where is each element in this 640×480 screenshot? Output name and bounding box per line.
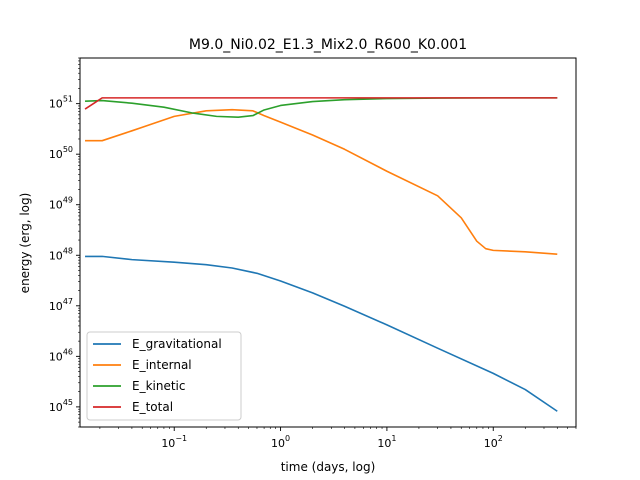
y-tick-label-base: 10 xyxy=(49,249,63,262)
y-tick-label: 1045 xyxy=(49,398,73,414)
series-line-e-internal xyxy=(85,108,558,255)
legend: E_gravitational E_internal E_kinetic E_tota… xyxy=(86,331,242,421)
y-axis-label: energy (erg, log) xyxy=(18,193,32,294)
y-tick-label-base: 10 xyxy=(49,148,63,161)
y-tick-label-base: 10 xyxy=(49,98,63,111)
y-tick-label-exp: 49 xyxy=(63,196,73,205)
x-tick-label-base: 10 xyxy=(271,437,285,450)
x-tick-label-exp: 1 xyxy=(391,434,396,443)
x-tick-label-base: 10 xyxy=(377,437,391,450)
y-tick-label-exp: 51 xyxy=(63,95,73,104)
y-tick-label-exp: 45 xyxy=(63,398,73,407)
y-tick-label-exp: 47 xyxy=(63,297,73,306)
x-tick-label-exp: 0 xyxy=(285,434,290,443)
series-line-e-total xyxy=(84,97,558,110)
chart-title: M9.0_Ni0.02_E1.3_Mix2.0_R600_K0.001 xyxy=(189,37,467,53)
x-tick-label: 100 xyxy=(271,434,290,450)
x-tick-label-base: 10 xyxy=(484,437,498,450)
x-tick-label: 102 xyxy=(484,434,503,450)
y-tick-label-exp: 46 xyxy=(63,347,73,356)
y-tick-label-exp: 50 xyxy=(63,145,73,154)
legend-label: E_gravitational xyxy=(132,337,222,351)
y-tick-label-base: 10 xyxy=(49,350,63,363)
x-tick-label: 10−1 xyxy=(161,434,187,450)
y-tick-label-base: 10 xyxy=(49,401,63,414)
series-line-e-gravitational xyxy=(85,255,558,412)
y-tick-label-base: 10 xyxy=(49,300,63,313)
x-tick-label-exp: −1 xyxy=(175,434,187,443)
y-tick-label: 1047 xyxy=(49,297,73,313)
x-axis-label: time (days, log) xyxy=(281,460,376,474)
y-tick-label-exp: 48 xyxy=(63,246,73,255)
series-line-e-kinetic xyxy=(85,97,558,118)
legend-label: E_total xyxy=(132,400,173,414)
y-tick-label: 1048 xyxy=(49,246,73,262)
x-tick-label-exp: 2 xyxy=(498,434,503,443)
x-tick-label: 101 xyxy=(377,434,396,450)
legend-label: E_internal xyxy=(132,358,192,372)
legend-box xyxy=(86,331,242,421)
x-tick-label-base: 10 xyxy=(161,437,175,450)
ticks-layer: 10−1 100 101 102104510461047104810491050105… xyxy=(49,57,577,450)
y-tick-label: 1050 xyxy=(49,145,73,161)
y-tick-label: 1051 xyxy=(49,95,73,111)
plot-frame xyxy=(79,57,577,428)
series-layer xyxy=(84,97,558,412)
y-tick-label: 1049 xyxy=(49,196,73,212)
y-tick-label-base: 10 xyxy=(49,199,63,212)
y-tick-label: 1046 xyxy=(49,347,73,363)
legend-label: E_kinetic xyxy=(132,379,186,393)
